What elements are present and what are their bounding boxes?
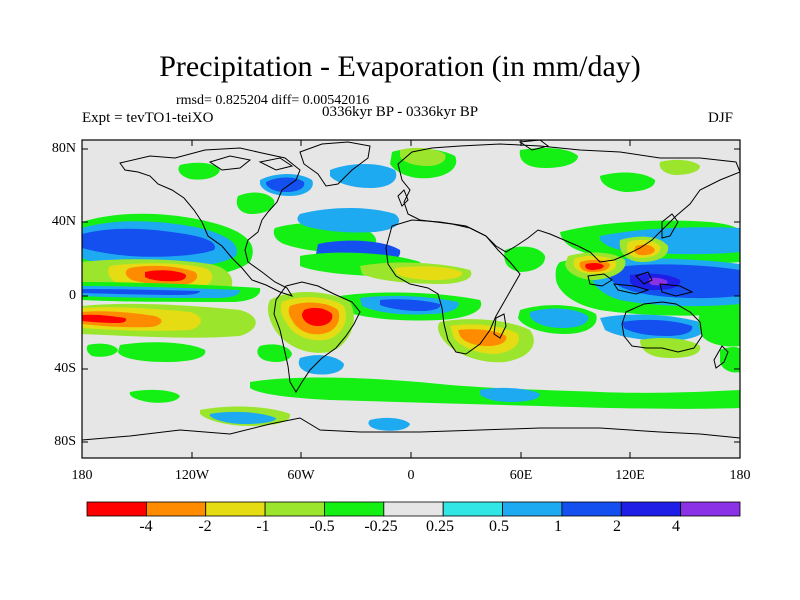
colorbar-label: 0.25 [426, 518, 454, 535]
experiment-label: Expt = tevTO1-teiXO [82, 110, 214, 126]
lon-label-180w: 180 [71, 468, 93, 483]
colorbar-label: -0.25 [364, 518, 398, 535]
lon-label-0: 0 [407, 468, 415, 483]
colorbar-label: 0.5 [489, 518, 509, 535]
lat-label-equator: 0 [69, 288, 76, 303]
new-zealand-coast [713, 345, 729, 369]
lat-label-80n: 80N [51, 141, 76, 156]
colorbar-swatch [86, 501, 147, 517]
australia-coast [621, 301, 703, 353]
colorbar-label: -4 [139, 518, 153, 535]
lat-ticks [82, 148, 740, 443]
lon-label-60w: 60W [287, 468, 315, 483]
map-title: Precipitation - Evaporation (in mm/day) [159, 50, 641, 83]
lon-label-60e: 60E [509, 468, 533, 483]
colorbar-swatch [324, 501, 385, 517]
colorbar-label: 4 [672, 518, 680, 535]
colorbar-label: -2 [198, 518, 212, 535]
colorbar-label: 1 [554, 518, 562, 535]
period-label: 0336kyr BP - 0336kyr BP [322, 104, 479, 120]
colorbar-swatch [145, 501, 207, 517]
lon-label-120e: 120E [615, 468, 645, 483]
lon-label-180e: 180 [729, 468, 751, 483]
colorbar-label: -0.5 [309, 518, 335, 535]
colorbar-swatch [680, 501, 741, 517]
colorbar-swatch [561, 501, 622, 517]
africa-coast [385, 219, 521, 355]
maritime-islands-coast [587, 271, 694, 297]
coastlines [82, 140, 740, 441]
madagascar-coast [493, 313, 507, 339]
precip-field [82, 147, 740, 431]
lon-ticks [81, 140, 741, 458]
arctic-islands-coast [208, 140, 550, 171]
north-america-coast [119, 147, 301, 297]
colorbar-swatch [442, 501, 503, 517]
colorbar-swatch [205, 501, 266, 517]
colorbar-swatch [383, 501, 444, 517]
antarctica-coast [82, 417, 740, 441]
colorbar [86, 501, 741, 517]
lat-label-80s: 80S [54, 434, 76, 449]
colorbar-label: 2 [613, 518, 621, 535]
colorbar-swatch [502, 501, 563, 517]
lon-label-120w: 120W [174, 468, 210, 483]
british-isles-coast [397, 189, 409, 207]
colorbar-swatch [264, 501, 325, 517]
stats-label: rmsd= 0.825204 diff= 0.00542016 [176, 93, 370, 108]
colorbar-swatch [620, 501, 682, 517]
colorbar-label: -1 [256, 518, 270, 535]
japan-coast [661, 213, 679, 239]
south-america-coast [273, 281, 361, 393]
greenland-coast [299, 141, 371, 187]
lat-label-40s: 40S [54, 361, 76, 376]
lat-label-40n: 40N [51, 214, 76, 229]
season-label: DJF [708, 110, 734, 126]
